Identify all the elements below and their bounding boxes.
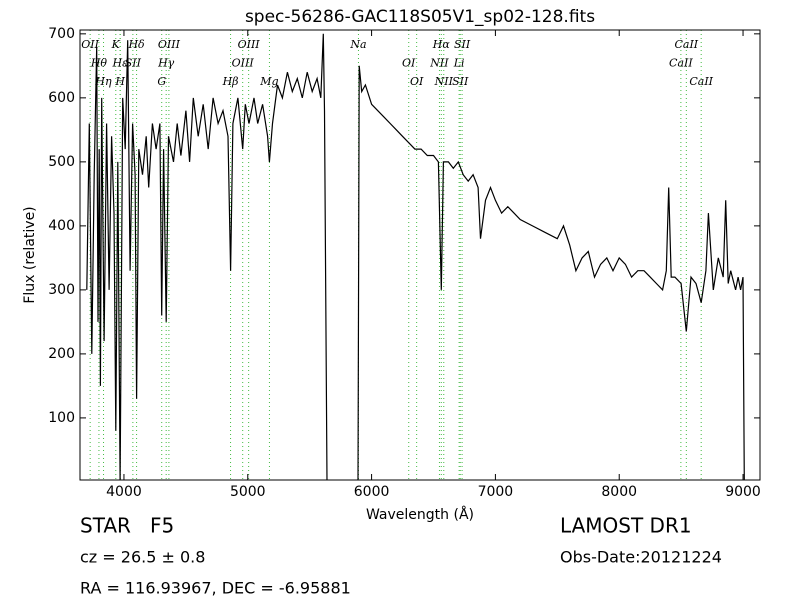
spectral-line-label: Hα (432, 38, 451, 51)
y-tick-label: 100 (48, 410, 75, 426)
spectral-line-label: Mg (259, 75, 278, 88)
spectral-line-label: Hθ (90, 57, 108, 70)
spectral-line-label: OI (402, 57, 416, 70)
spectral-line-label: SII (452, 75, 469, 88)
chart-title: spec-56286-GAC118S05V1_sp02-128.fits (245, 7, 595, 27)
spectral-line-label: NII (434, 75, 454, 88)
y-tick-label: 500 (48, 154, 75, 170)
redshift: cz = 26.5 ± 0.8 (80, 548, 205, 567)
x-tick-label: 4000 (106, 484, 142, 500)
spectral-line-label: H (114, 75, 125, 88)
y-axis-label: Flux (relative) (22, 206, 38, 303)
x-axis-label: Wavelength (Å) (366, 506, 474, 523)
spectral-line-label: CaII (674, 38, 698, 51)
y-tick-label: 300 (48, 282, 75, 298)
spectral-line-label: OIII (158, 38, 181, 51)
obs-date: Obs-Date:20121224 (560, 548, 722, 567)
spectral-line-label: OIII (238, 38, 261, 51)
spectral-line-label: CaII (669, 57, 693, 70)
y-tick-label: 600 (48, 90, 75, 106)
y-tick-label: 200 (48, 346, 75, 362)
spectrum-line (86, 33, 745, 480)
spectral-line-label: Hβ (222, 75, 239, 88)
spectral-line-label: G (157, 75, 166, 88)
y-tick-label: 400 (48, 218, 75, 234)
spectral-line-label: Hδ (127, 38, 145, 51)
x-tick-label: 5000 (230, 484, 266, 500)
spectral-line-label: OIII (232, 57, 255, 70)
x-tick-label: 7000 (478, 484, 514, 500)
spectral-line-label: Hε (111, 57, 128, 70)
subclass: F5 (150, 514, 174, 538)
y-tick-label: 700 (48, 26, 75, 42)
spectral-line-label: CaII (689, 75, 713, 88)
x-tick-label: 8000 (601, 484, 637, 500)
spectral-line-label: Hγ (157, 57, 175, 70)
spectral-line-label: NII (429, 57, 449, 70)
spectral-line-label: SII (125, 57, 142, 70)
x-tick-label: 6000 (354, 484, 390, 500)
spectral-line-label: K (111, 38, 121, 51)
survey: LAMOST DR1 (560, 514, 692, 538)
coordinates: RA = 116.93967, DEC = -6.95881 (80, 579, 351, 598)
plot-area (86, 30, 745, 480)
spectral-line-label: SII (454, 38, 471, 51)
x-tick-label: 9000 (725, 484, 761, 500)
spectral-line-label: Li (453, 57, 465, 70)
plot-frame (79, 29, 761, 481)
spectral-line-label: OII (81, 38, 99, 51)
class: STAR (80, 514, 131, 538)
spectral-line-label: Na (349, 38, 366, 51)
spectral-line-label: Hη (94, 75, 112, 88)
spectral-line-label: OI (410, 75, 424, 88)
